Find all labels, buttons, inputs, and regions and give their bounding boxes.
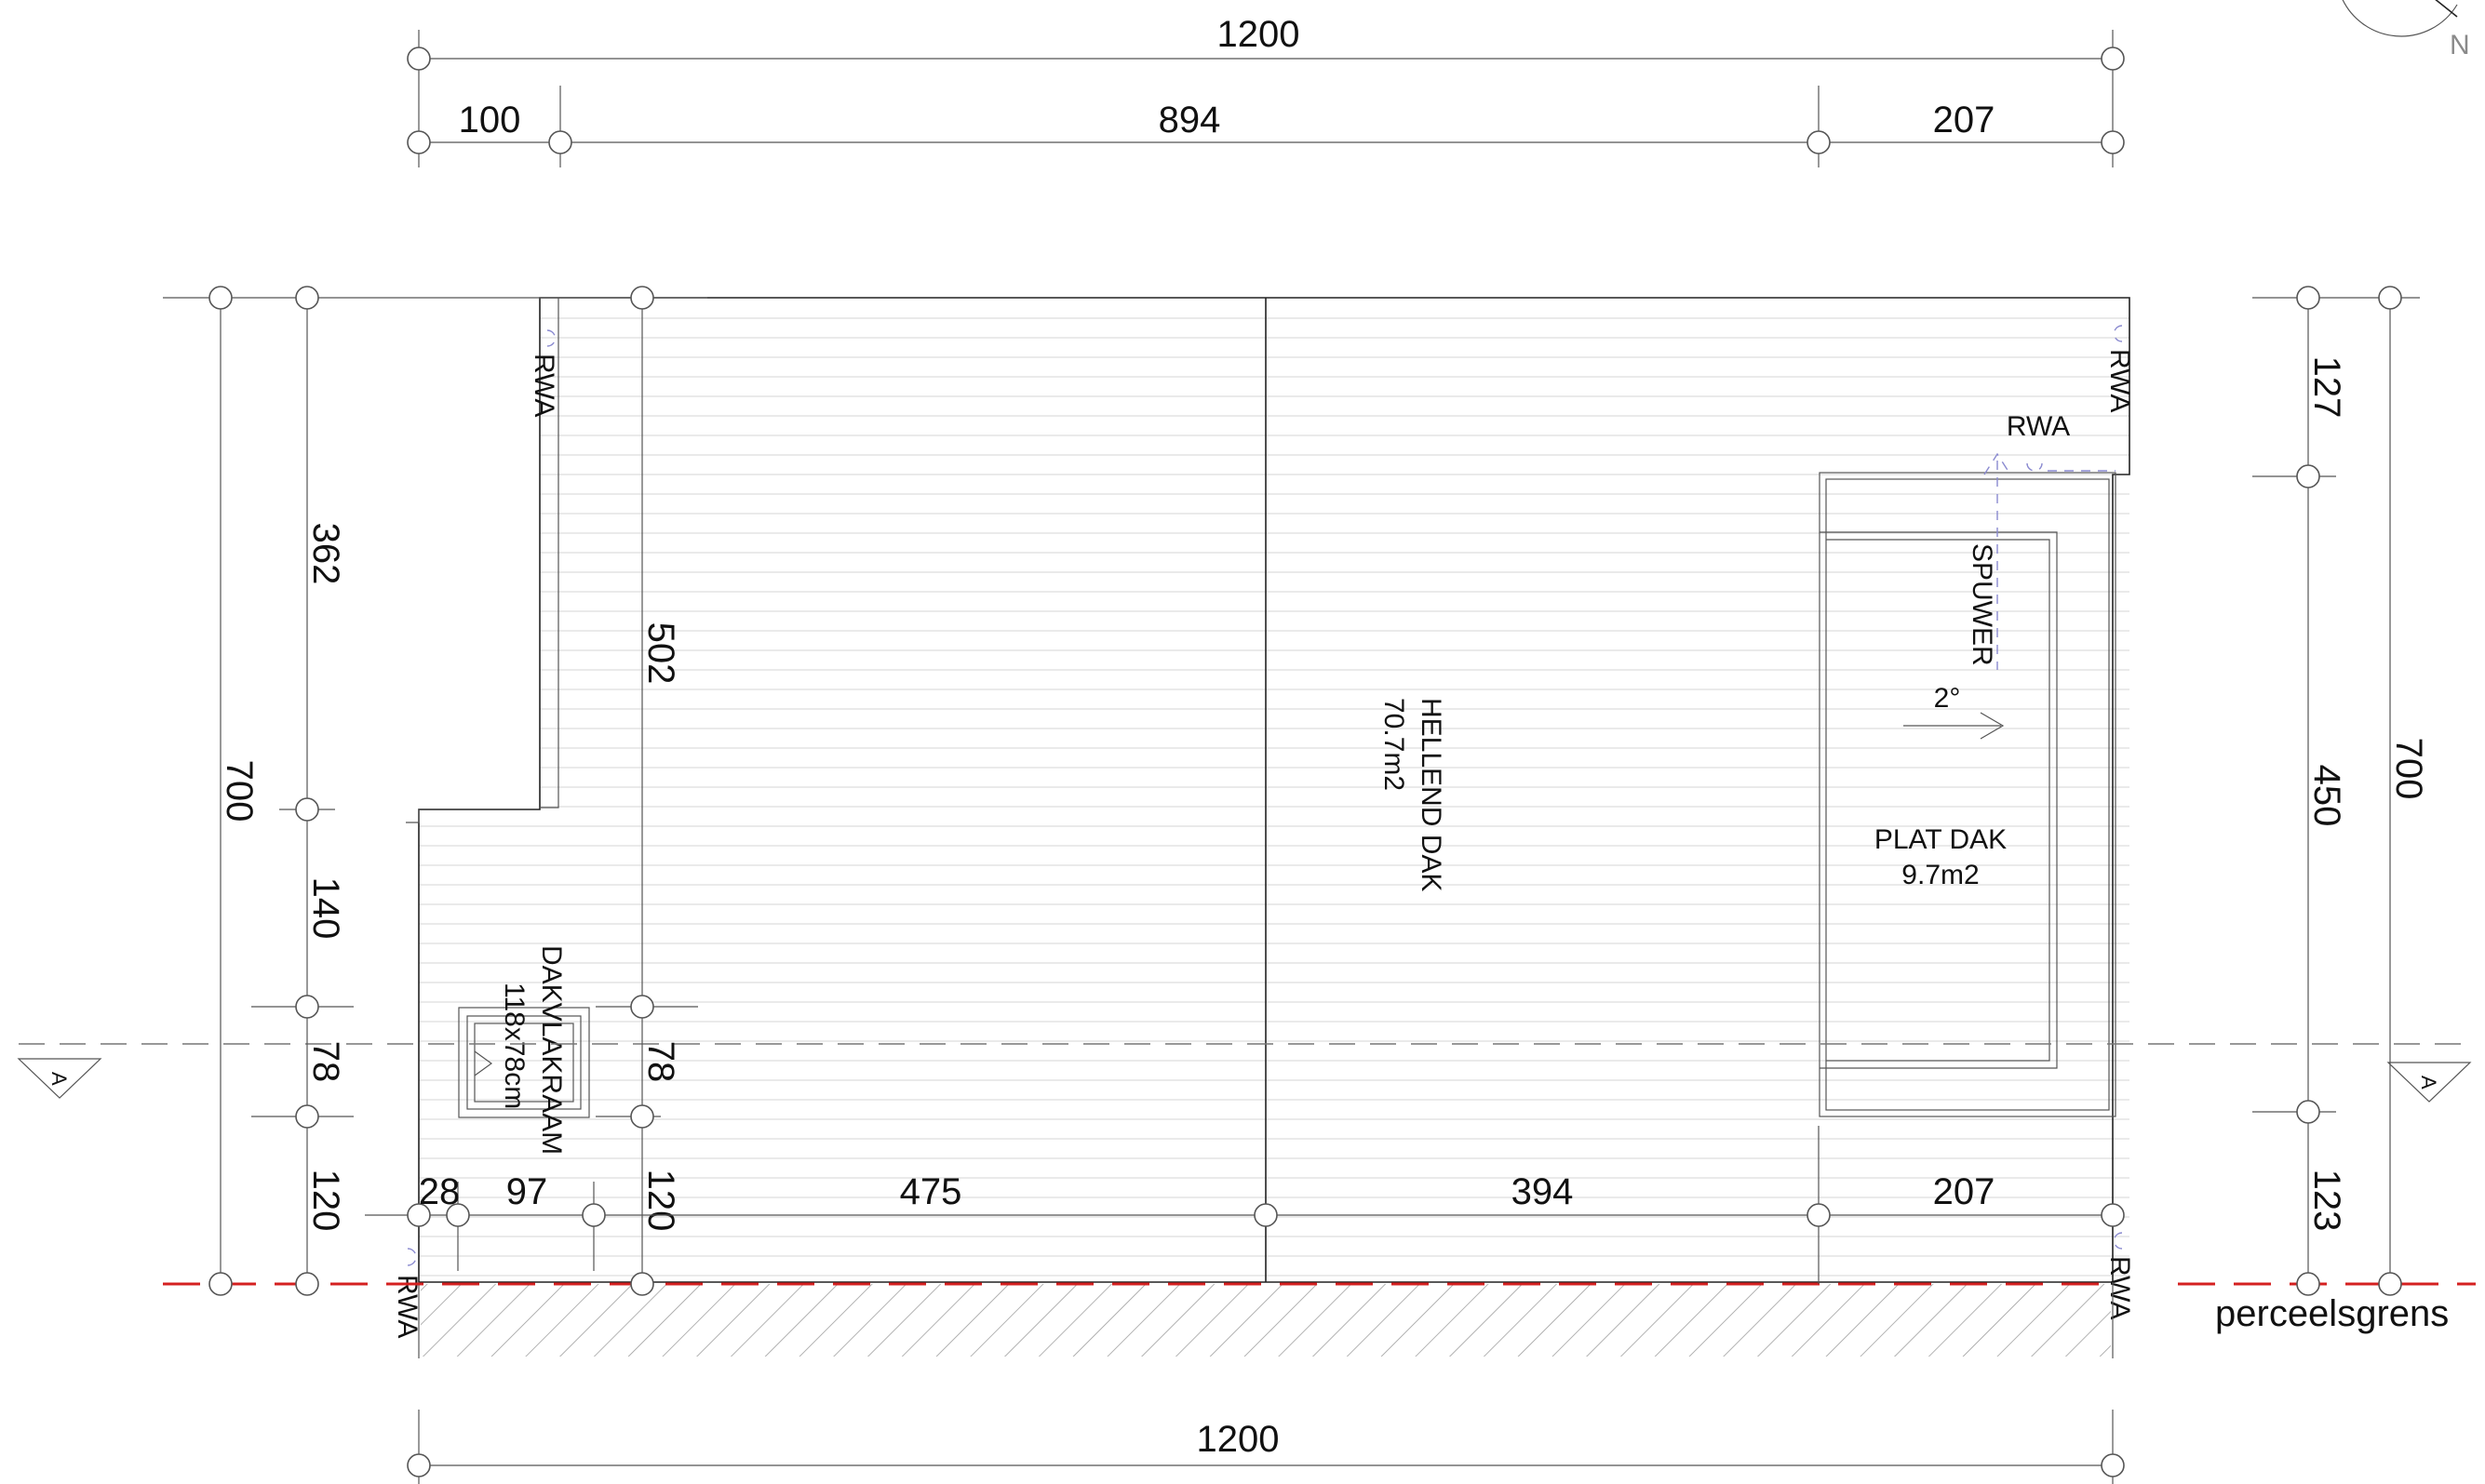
top-dimension-chain: 1200 100 894 207 (407, 14, 2125, 167)
dim-left-total: 700 (219, 760, 260, 822)
label-hellend-area: 70.7m2 (1378, 698, 1409, 791)
north-label: N (2450, 30, 2470, 60)
dim-inner-475: 475 (900, 1171, 962, 1212)
label-rwa-flat: RWA (2007, 411, 2070, 442)
dim-inner-207: 207 (1933, 1171, 1995, 1212)
dim-mid-120: 120 (640, 1170, 681, 1232)
dim-left-140: 140 (305, 877, 346, 940)
left-dimension-chain: 700 362 140 78 120 (163, 286, 707, 1296)
dim-mid-502: 502 (640, 622, 681, 685)
label-spuwer: SPUWER (1967, 543, 1997, 666)
dim-bottom-total: 1200 (1197, 1419, 1280, 1460)
roof-body (406, 297, 2130, 1283)
label-dakvlakraam-size: 118x78cm (499, 983, 530, 1109)
dim-top-total: 1200 (1217, 14, 1300, 55)
label-rwa-top-right: RWA (2104, 349, 2135, 412)
dim-top-mid: 894 (1159, 100, 1221, 140)
section-line-a: A A (17, 1043, 2476, 1103)
slope-arrow (1903, 712, 2005, 740)
bottom-dimension-chain: 1200 (407, 1410, 2125, 1484)
dim-inner-394: 394 (1511, 1171, 1574, 1212)
north-arrow: N (2342, 0, 2470, 60)
hatch-strip (421, 1284, 2111, 1357)
dim-top-right: 207 (1933, 100, 1995, 140)
right-dimension-chain: 127 450 123 700 (2252, 286, 2429, 1296)
skylight: DAKVLAKRAAM 118x78cm (458, 945, 590, 1155)
inner-horizontal-dimension: 28 97 475 394 207 (365, 1126, 2125, 1284)
label-plat-dak: PLAT DAK (1874, 824, 2007, 855)
label-slope: 2° (1934, 683, 1961, 714)
dim-left-120: 120 (305, 1170, 346, 1232)
dim-inner-97: 97 (506, 1171, 548, 1212)
property-boundary: perceelsgrens (163, 1282, 2476, 1334)
label-hellend-dak: HELLEND DAK (1416, 698, 1446, 891)
dim-mid-78: 78 (640, 1041, 681, 1083)
dim-top-left: 100 (459, 100, 521, 140)
dim-right-450: 450 (2306, 765, 2347, 827)
dim-left-362: 362 (305, 523, 346, 585)
dim-inner-28: 28 (419, 1171, 461, 1212)
label-perceelsgrens: perceelsgrens (2215, 1293, 2449, 1334)
dim-right-total: 700 (2388, 738, 2429, 800)
dim-left-78: 78 (305, 1041, 346, 1083)
section-marker-left: A (47, 1072, 71, 1086)
label-dakvlakraam: DAKVLAKRAAM (536, 945, 567, 1155)
flat-roof: RWA SPUWER 2° PLAT DAK 9.7m2 (1819, 411, 2116, 1117)
label-rwa-top-left: RWA (529, 354, 559, 417)
label-plat-area: 9.7m2 (1901, 860, 1979, 890)
dim-right-123: 123 (2306, 1170, 2347, 1232)
section-marker-right: A (2417, 1076, 2440, 1090)
inner-vertical-dimension: 502 78 120 (596, 286, 698, 1296)
dim-right-127: 127 (2306, 356, 2347, 419)
